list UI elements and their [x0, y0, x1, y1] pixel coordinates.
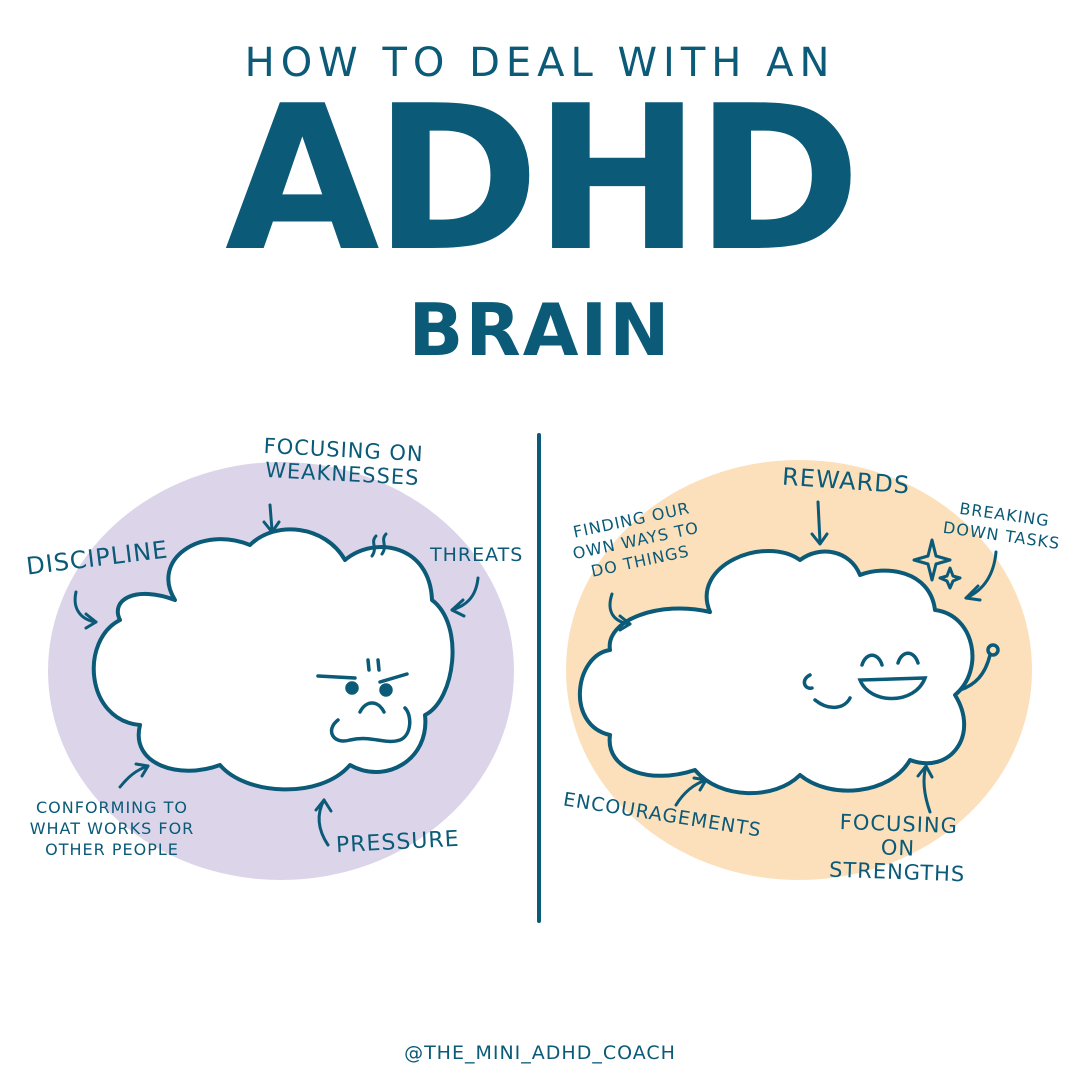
center-divider — [537, 433, 541, 923]
label-threats: THREATS — [430, 544, 524, 566]
title-brain: BRAIN — [408, 288, 672, 372]
footer-handle: @THE_MINI_ADHD_COACH — [404, 1042, 676, 1064]
label-conforming: CONFORMING TO WHAT WORKS FOR OTHER PEOPL… — [29, 798, 195, 859]
title-intro: HOW TO DEAL WITH AN — [244, 40, 836, 86]
label-focusing-on-weaknesses: FOCUSING ON WEAKNESSES — [263, 433, 425, 491]
label-focusing-on-strengths: FOCUSING ON STRENGTHS — [828, 809, 966, 887]
title-adhd: ADHD — [224, 63, 861, 296]
